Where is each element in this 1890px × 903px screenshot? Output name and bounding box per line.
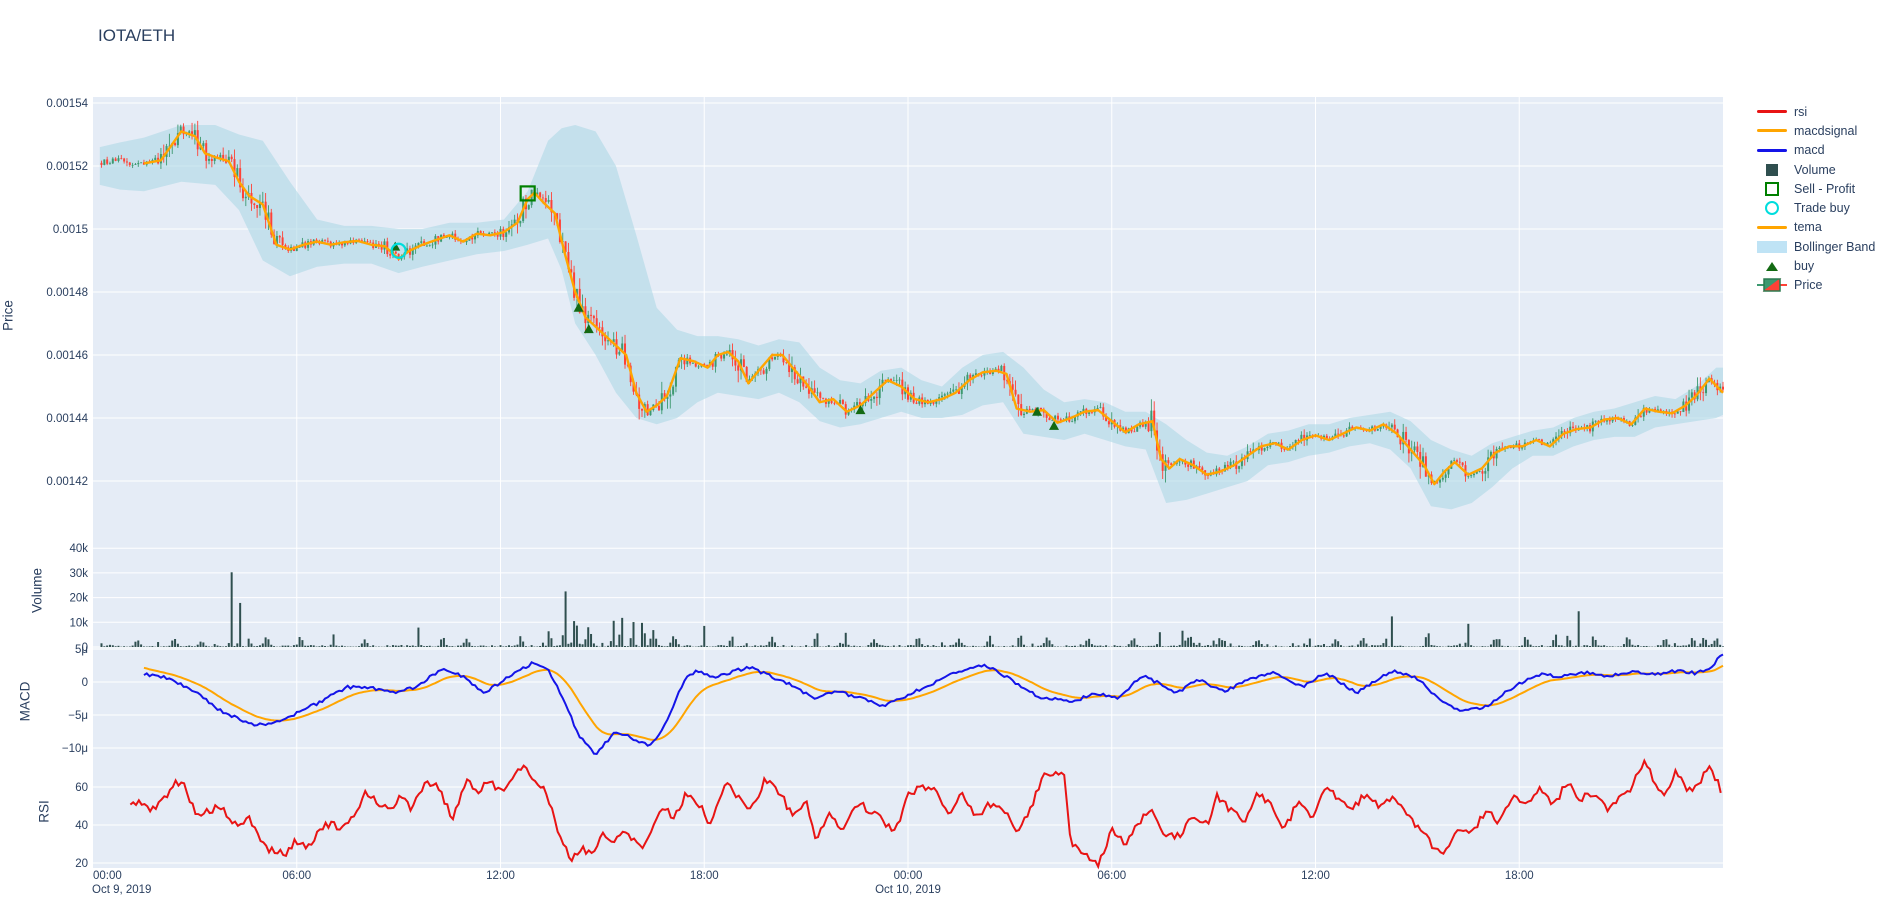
legend-label: rsi — [1794, 104, 1808, 119]
legend-item-volume[interactable]: Volume — [1756, 160, 1875, 179]
line-swatch-icon — [1756, 225, 1788, 229]
buy-marker — [583, 324, 594, 334]
svg-text:12:00: 12:00 — [486, 870, 515, 882]
square-swatch-icon — [1756, 163, 1788, 176]
macdsignal-line — [143, 664, 1724, 741]
svg-text:18:00: 18:00 — [690, 870, 719, 882]
line-swatch-icon — [1756, 110, 1788, 114]
svg-text:0.00146: 0.00146 — [46, 350, 88, 362]
bollinger-band — [99, 125, 1724, 510]
legend-item-tema[interactable]: tema — [1756, 218, 1875, 237]
svg-text:30k: 30k — [69, 568, 88, 580]
svg-text:−5μ: −5μ — [68, 710, 88, 722]
legend-label: macdsignal — [1794, 123, 1858, 138]
legend-label: macd — [1794, 143, 1825, 158]
svg-text:60: 60 — [75, 782, 88, 794]
sell-profit-marker — [519, 185, 536, 202]
line-swatch-icon — [1756, 129, 1788, 133]
circle-open-swatch-icon — [1756, 201, 1788, 216]
svg-text:Oct 9, 2019: Oct 9, 2019 — [92, 884, 151, 896]
legend-label: tema — [1794, 220, 1822, 235]
volume-bars — [100, 572, 1724, 647]
svg-text:40: 40 — [75, 820, 88, 832]
svg-text:0: 0 — [82, 642, 88, 654]
svg-text:10k: 10k — [69, 617, 88, 629]
svg-text:40k: 40k — [69, 543, 88, 555]
square-open-swatch-icon — [1756, 181, 1788, 196]
svg-text:0.00148: 0.00148 — [46, 287, 88, 299]
svg-text:0.00142: 0.00142 — [46, 476, 88, 488]
svg-text:0.00152: 0.00152 — [46, 161, 88, 173]
legend-item-sell-profit[interactable]: Sell - Profit — [1756, 179, 1875, 198]
svg-text:0.00154: 0.00154 — [46, 98, 88, 110]
legend-item-bollinger-band[interactable]: Bollinger Band — [1756, 237, 1875, 256]
line-swatch-icon — [1756, 148, 1788, 152]
trade-buy-marker — [390, 242, 407, 259]
page-title: IOTA/ETH — [98, 26, 176, 45]
legend-label: buy — [1794, 259, 1815, 274]
band-swatch-icon — [1756, 240, 1788, 253]
svg-text:06:00: 06:00 — [1097, 870, 1126, 882]
tema-line — [143, 130, 1724, 486]
legend-label: Volume — [1794, 162, 1836, 177]
legend-item-macd[interactable]: macd — [1756, 141, 1875, 160]
svg-text:0.00144: 0.00144 — [46, 413, 88, 425]
svg-text:Oct 10, 2019: Oct 10, 2019 — [875, 884, 941, 896]
svg-text:12:00: 12:00 — [1301, 870, 1330, 882]
buy-marker — [1049, 420, 1060, 430]
svg-text:0: 0 — [82, 677, 88, 689]
legend-label: Trade buy — [1794, 201, 1850, 216]
legend-label: Price — [1794, 278, 1823, 293]
axis-tick-labels: 0.00154 0.00152 0.0015 0.00148 0.00146 0.0014… — [46, 98, 1533, 896]
svg-text:−10μ: −10μ — [62, 743, 88, 755]
legend-item-trade-buy[interactable]: Trade buy — [1756, 198, 1875, 217]
svg-text:20: 20 — [75, 858, 88, 870]
triangle-swatch-icon — [1756, 261, 1788, 271]
svg-text:00:00: 00:00 — [93, 870, 122, 882]
legend-label: Sell - Profit — [1794, 181, 1856, 196]
legend-item-buy[interactable]: buy — [1756, 256, 1875, 275]
legend-item-macdsignal[interactable]: macdsignal — [1756, 121, 1875, 140]
svg-text:5μ: 5μ — [75, 644, 88, 656]
rsi-line — [129, 758, 1722, 870]
legend-item-rsi[interactable]: rsi — [1756, 102, 1875, 121]
buy-marker — [573, 302, 584, 312]
candle-swatch-icon — [1756, 277, 1788, 293]
svg-text:06:00: 06:00 — [282, 870, 311, 882]
svg-text:0.0015: 0.0015 — [53, 224, 88, 236]
legend-label: Bollinger Band — [1794, 239, 1876, 254]
buy-marker — [855, 405, 866, 415]
buy-marker — [1032, 406, 1043, 416]
trade-markers — [390, 185, 1060, 430]
legend: rsi macdsignal macd Volume Sell - Profit Trad… — [1756, 102, 1875, 295]
svg-text:00:00: 00:00 — [894, 870, 923, 882]
svg-text:20k: 20k — [69, 593, 88, 605]
legend-item-price[interactable]: Price — [1756, 276, 1875, 295]
svg-text:18:00: 18:00 — [1505, 870, 1534, 882]
macd-line — [143, 653, 1724, 756]
